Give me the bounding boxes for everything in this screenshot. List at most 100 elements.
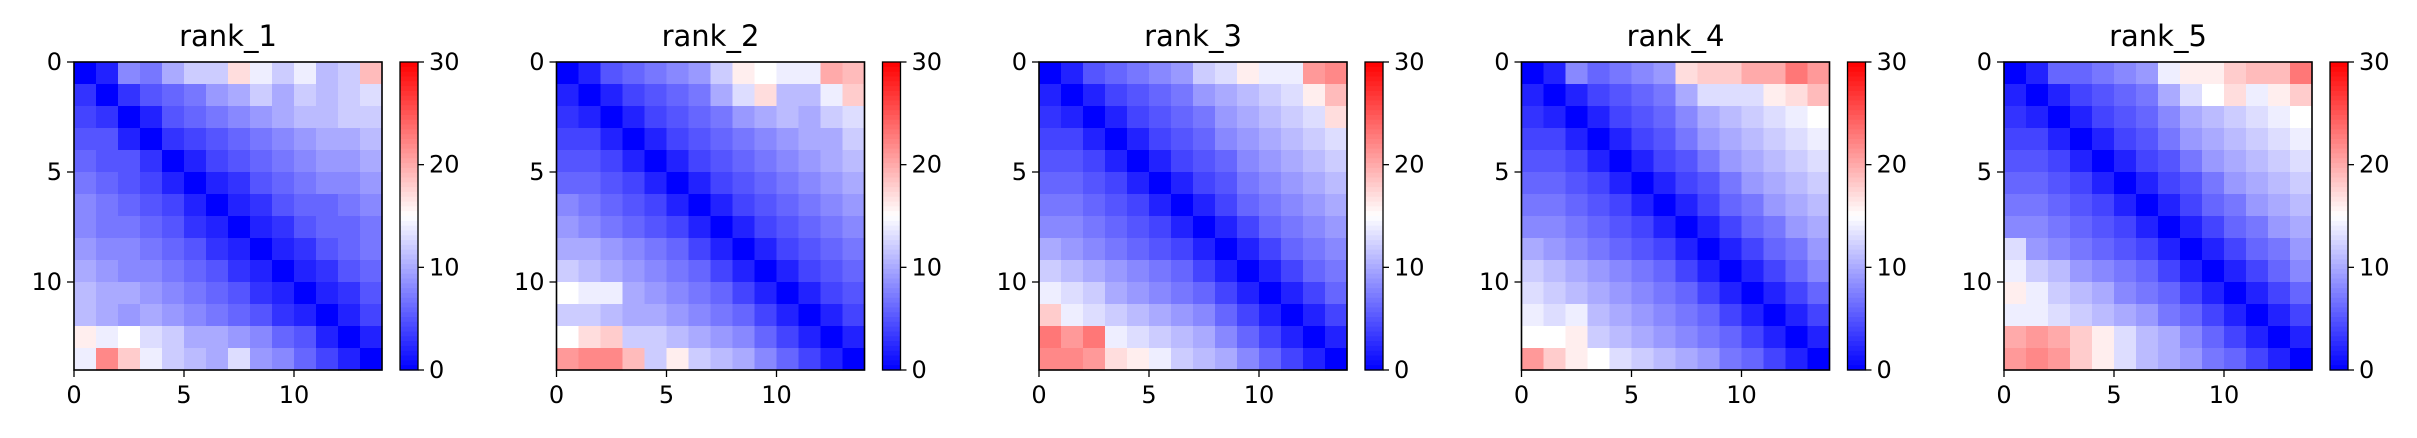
heatmap-cell [1193,150,1216,173]
heatmap-cell [1193,62,1216,85]
heatmap-cell [294,216,317,239]
heatmap-cell [1303,194,1326,217]
colorbar-segment [2330,297,2348,304]
heatmap-cell [1653,304,1677,327]
heatmap-cell [1653,84,1677,107]
heatmap-cell [162,194,185,217]
heatmap-cell [1105,326,1128,349]
heatmap-cell [1193,216,1216,239]
colorbar-tick-label: 20 [2359,151,2390,179]
heatmap-cell [688,128,712,151]
colorbar-segment [1365,206,1383,212]
heatmap-cell [622,128,646,151]
heatmap-cell [272,106,295,129]
heatmap-cell [1215,238,1238,261]
colorbar-segment [882,321,901,328]
heatmap-cell [2026,348,2049,371]
heatmap-cell [600,62,624,85]
heatmap-cell [2114,260,2137,283]
heatmap-cell [732,238,756,261]
heatmap-cell [578,172,602,195]
heatmap-cell [1215,106,1238,129]
heatmap-cell [1325,238,1348,261]
heatmap-panel-1: rank_1 0 5 10 0 5 10 0 10 20 30 [31,19,459,409]
heatmap-cell [206,238,229,261]
colorbar-segment [1847,355,1866,361]
heatmap-cell [96,172,119,195]
heatmap-cell [732,106,756,129]
heatmap-cell [2048,348,2071,371]
heatmap-cell [666,172,690,195]
heatmap-cell [228,150,251,173]
colorbar-segment [2330,307,2348,313]
colorbar-tick-label: 30 [2359,48,2390,76]
heatmap-cell [2180,282,2203,305]
heatmap-cell [162,260,185,283]
heatmap-cell [600,282,624,305]
heatmap-cell [1083,260,1106,283]
heatmap-cell [250,282,273,305]
heatmap-cell [688,216,712,239]
heatmap-cell [2114,84,2137,107]
heatmap-cell [1807,106,1831,129]
heatmap-cell [798,238,822,261]
heatmap-cell [1237,84,1260,107]
heatmap-cell [2224,194,2247,217]
heatmap-cell [1259,260,1282,283]
heatmap-cell [118,84,141,107]
heatmap-cell [600,106,624,129]
heatmap-cell [1149,172,1172,195]
colorbar-segment [1847,312,1866,318]
colorbar-segment [1847,360,1866,366]
heatmap-cell [96,106,119,129]
heatmap-cell [1697,348,1721,371]
colorbar-segment [400,95,418,102]
heatmap-cell [2114,238,2137,261]
heatmap-cell [1719,348,1743,371]
heatmap-cell [316,326,339,349]
heatmap-cell [1609,150,1633,173]
colorbar-segment [882,105,901,111]
heatmap-cell [1521,194,1545,217]
heatmap-cell [798,194,822,217]
heatmap-cell [206,172,229,195]
heatmap-cell [2158,172,2181,195]
colorbar-segment [2330,129,2348,135]
colorbar-tick-label: 10 [2359,253,2390,281]
heatmap-cell [644,84,668,107]
heatmap-cell [754,128,778,151]
heatmap-cell [1587,194,1611,217]
heatmap-cell [272,238,295,261]
colorbar-segment [1365,148,1383,155]
colorbar-segment [882,283,901,289]
colorbar-segment [2330,302,2348,309]
heatmap-cell [732,128,756,151]
heatmap-cell [2180,238,2203,261]
x-tick-label: 0 [1996,381,2011,409]
colorbar-segment [2330,153,2348,159]
heatmap-cell [1083,282,1106,305]
heatmap-cell [600,128,624,151]
colorbar-segment [1365,254,1383,260]
heatmap-cell [74,304,97,327]
heatmap-cell [2136,194,2159,217]
heatmap-cell [1149,282,1172,305]
x-tick-label: 10 [279,381,310,409]
colorbar-segment [2330,206,2348,212]
heatmap-cell [2048,150,2071,173]
colorbar-segment [882,302,901,309]
heatmap-cell [206,304,229,327]
colorbar-segment [1847,273,1866,280]
heatmap-cell [206,62,229,85]
heatmap-cell [1237,106,1260,129]
colorbar-segment [1847,110,1866,116]
heatmap-cell [2048,194,2071,217]
heatmap-cell [1763,62,1787,85]
colorbar-segment [1847,81,1866,87]
heatmap-cell [1149,304,1172,327]
colorbar-segment [400,355,418,361]
heatmap-cell [1543,194,1567,217]
colorbar-segment [1847,62,1866,68]
colorbar-segment [882,331,901,337]
heatmap-cell [1215,194,1238,217]
